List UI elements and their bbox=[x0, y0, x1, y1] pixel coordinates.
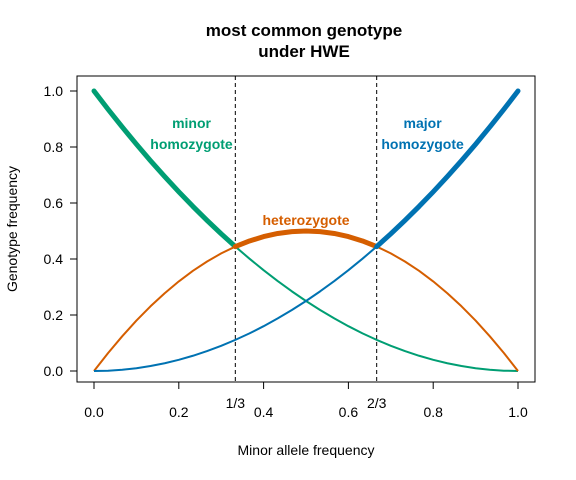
x-tick-label: 0.6 bbox=[339, 404, 359, 420]
y-tick-label: 0.0 bbox=[44, 363, 64, 379]
y-tick-label: 1.0 bbox=[44, 83, 64, 99]
y-axis: 0.0 0.2 0.4 0.6 0.8 1.0 bbox=[44, 83, 77, 379]
y-tick-label: 0.2 bbox=[44, 307, 64, 323]
series-annotation: major bbox=[404, 115, 443, 131]
series-highlight bbox=[91, 88, 238, 250]
y-tick-label: 0.8 bbox=[44, 139, 64, 155]
series-group bbox=[91, 88, 521, 372]
chart-title-line-2: under HWE bbox=[258, 42, 350, 61]
x-tick-label: 0.4 bbox=[254, 404, 274, 420]
series-annotations: minor homozygote heterozygote major homozygo… bbox=[150, 115, 464, 228]
y-axis-label: Genotype frequency bbox=[4, 166, 20, 292]
y-tick-label: 0.6 bbox=[44, 195, 64, 211]
y-tick-label: 0.4 bbox=[44, 251, 64, 267]
series-annotation: minor bbox=[172, 115, 211, 131]
plot-frame bbox=[76, 75, 536, 383]
series-highlight bbox=[374, 88, 521, 250]
threshold-label: 2/3 bbox=[367, 395, 387, 411]
x-axis-label: Minor allele frequency bbox=[238, 442, 375, 458]
x-tick-label: 0.0 bbox=[84, 404, 104, 420]
series-annotation: homozygote bbox=[150, 136, 233, 152]
x-axis: 0.0 0.2 0.4 0.6 0.8 1.0 bbox=[84, 382, 528, 420]
x-tick-label: 0.2 bbox=[169, 404, 189, 420]
x-tick-label: 1.0 bbox=[508, 404, 528, 420]
threshold-lines: 1/3 2/3 bbox=[226, 76, 387, 411]
series-annotation: heterozygote bbox=[262, 212, 349, 228]
series-highlight bbox=[232, 228, 380, 250]
series-annotation: homozygote bbox=[381, 136, 464, 152]
threshold-label: 1/3 bbox=[226, 395, 246, 411]
x-tick-label: 0.8 bbox=[423, 404, 443, 420]
chart-title-line-1: most common genotype bbox=[206, 21, 402, 40]
